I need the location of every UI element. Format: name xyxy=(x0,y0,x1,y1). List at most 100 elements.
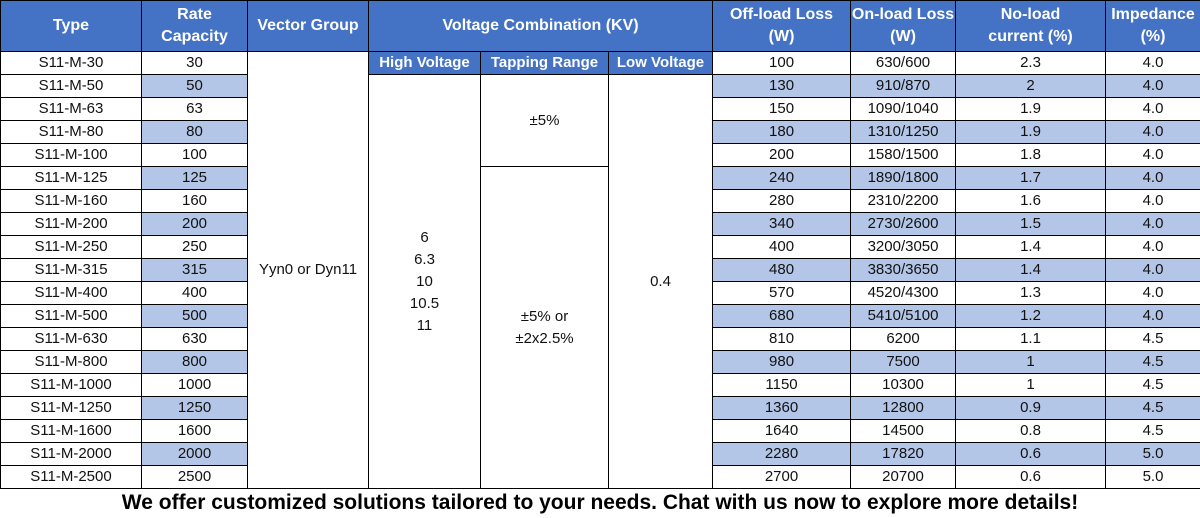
cell-on-load-loss: 5410/5100 xyxy=(850,304,957,328)
table-row: S11-M-1250 1250 1360 12800 0.9 4.5 xyxy=(0,396,1200,420)
cell-no-load-current: 0.6 xyxy=(955,465,1107,489)
cell-type: S11-M-63 xyxy=(0,97,142,121)
header-on-load-loss: On-load Loss (W) xyxy=(850,0,957,52)
cell-off-load-loss: 240 xyxy=(712,166,852,190)
table-row: S11-M-100 100 200 1580/1500 1.8 4.0 xyxy=(0,143,1200,167)
cell-impedance: 4.0 xyxy=(1105,212,1200,236)
cell-capacity: 1600 xyxy=(141,419,248,443)
table-body: S11-M-30 30 Yyn0 or Dyn11 High Voltage Tappi… xyxy=(0,51,1200,489)
cell-type: S11-M-2000 xyxy=(0,442,142,466)
cell-type: S11-M-80 xyxy=(0,120,142,144)
cell-capacity: 80 xyxy=(141,120,248,144)
header-low-voltage: Low Voltage xyxy=(607,51,714,75)
cell-off-load-loss: 130 xyxy=(712,74,852,98)
header-off-load-loss-line2: (W) xyxy=(768,28,795,45)
cell-on-load-loss: 1890/1800 xyxy=(850,166,957,190)
cell-off-load-loss: 810 xyxy=(712,327,852,351)
cell-impedance: 4.0 xyxy=(1105,74,1200,98)
cell-on-load-loss: 4520/4300 xyxy=(850,281,957,305)
cell-impedance: 4.0 xyxy=(1105,304,1200,328)
cell-tapping-range-small: ±5% xyxy=(480,74,609,167)
cell-no-load-current: 1.7 xyxy=(955,166,1107,190)
high-voltage-value: 10 xyxy=(416,272,433,290)
header-tapping-range: Tapping Range xyxy=(480,51,609,75)
cell-capacity: 500 xyxy=(141,304,248,328)
cell-capacity: 1250 xyxy=(141,396,248,420)
cell-off-load-loss: 100 xyxy=(712,51,852,75)
tapping-range-value: ±5% or xyxy=(520,307,569,325)
cell-type: S11-M-100 xyxy=(0,143,142,167)
cell-capacity: 2000 xyxy=(141,442,248,466)
cell-off-load-loss: 980 xyxy=(712,350,852,374)
cell-type: S11-M-500 xyxy=(0,304,142,328)
cell-capacity: 160 xyxy=(141,189,248,213)
header-on-load-loss-line2: (W) xyxy=(890,28,916,45)
cell-capacity: 200 xyxy=(141,212,248,236)
table-row: S11-M-125 125 ±5% or ±2x2.5% 240 1890/1800 1.7… xyxy=(0,166,1200,489)
table-row: S11-M-500 500 680 5410/5100 1.2 4.0 xyxy=(0,304,1200,328)
cell-type: S11-M-1000 xyxy=(0,373,142,397)
header-no-load-current: No-load current (%) xyxy=(955,0,1107,52)
cell-capacity: 2500 xyxy=(141,465,248,489)
cell-capacity: 630 xyxy=(141,327,248,351)
cell-impedance: 4.0 xyxy=(1105,97,1200,121)
cell-vector-group: Yyn0 or Dyn11 xyxy=(247,51,369,489)
cell-impedance: 4.0 xyxy=(1105,120,1200,144)
table-row: S11-M-800 800 980 7500 1 4.5 xyxy=(0,350,1200,374)
cell-impedance: 4.0 xyxy=(1105,143,1200,167)
header-off-load-loss: Off-load Loss (W) xyxy=(712,0,852,52)
table-row: S11-M-1000 1000 1150 10300 1 4.5 xyxy=(0,373,1200,397)
cell-capacity: 400 xyxy=(141,281,248,305)
high-voltage-value: 11 xyxy=(416,316,433,334)
cell-type: S11-M-200 xyxy=(0,212,142,236)
cell-no-load-current: 1.9 xyxy=(955,97,1107,121)
header-impedance-line1: Impedance xyxy=(1111,6,1195,23)
cell-no-load-current: 1.4 xyxy=(955,235,1107,259)
header-impedance: Impedance (%) xyxy=(1105,0,1200,52)
cell-no-load-current: 1.5 xyxy=(955,212,1107,236)
cell-off-load-loss: 200 xyxy=(712,143,852,167)
cell-type: S11-M-2500 xyxy=(0,465,142,489)
header-high-voltage: High Voltage xyxy=(368,51,481,75)
cell-off-load-loss: 180 xyxy=(712,120,852,144)
cell-impedance: 5.0 xyxy=(1105,465,1200,489)
cell-impedance: 4.0 xyxy=(1105,166,1200,190)
cell-on-load-loss: 12800 xyxy=(850,396,957,420)
cell-no-load-current: 0.9 xyxy=(955,396,1107,420)
cell-on-load-loss: 7500 xyxy=(850,350,957,374)
header-off-load-loss-line1: Off-load Loss xyxy=(729,6,834,23)
cell-type: S11-M-800 xyxy=(0,350,142,374)
cell-capacity: 100 xyxy=(141,143,248,167)
cell-no-load-current: 1 xyxy=(955,373,1107,397)
cell-no-load-current: 2.3 xyxy=(955,51,1107,75)
table-row: S11-M-80 80 180 1310/1250 1.9 4.0 xyxy=(0,120,1200,144)
cell-tapping-range-large: ±5% or ±2x2.5% xyxy=(480,166,609,489)
cell-off-load-loss: 2700 xyxy=(712,465,852,489)
cell-capacity: 30 xyxy=(141,51,248,75)
cell-on-load-loss: 14500 xyxy=(850,419,957,443)
header-vector-group: Vector Group xyxy=(247,0,369,52)
cell-no-load-current: 1.4 xyxy=(955,258,1107,282)
cell-no-load-current: 0.6 xyxy=(955,442,1107,466)
spec-table: Type Rate Capacity Vector Group Voltage … xyxy=(0,0,1200,489)
header-voltage-combination: Voltage Combination (KV) xyxy=(367,0,714,52)
high-voltage-value: 10.5 xyxy=(409,294,440,312)
header-row: Type Rate Capacity Vector Group Voltage … xyxy=(0,0,1200,52)
cell-type: S11-M-30 xyxy=(0,51,142,75)
cell-no-load-current: 1.3 xyxy=(955,281,1107,305)
cell-impedance: 4.5 xyxy=(1105,327,1200,351)
cell-no-load-current: 1.8 xyxy=(955,143,1107,167)
cell-off-load-loss: 680 xyxy=(712,304,852,328)
cell-low-voltage: 0.4 xyxy=(607,74,714,489)
cell-off-load-loss: 150 xyxy=(712,97,852,121)
cell-on-load-loss: 20700 xyxy=(850,465,957,489)
table-row: S11-M-50 50 6 6.3 10 10.5 11 ±5% 0.4 130 910/870 2 4… xyxy=(0,74,1200,489)
cell-on-load-loss: 910/870 xyxy=(850,74,957,98)
cell-on-load-loss: 1090/1040 xyxy=(850,97,957,121)
tapping-range-value: ±2x2.5% xyxy=(515,329,574,347)
cell-type: S11-M-250 xyxy=(0,235,142,259)
cell-on-load-loss: 1310/1250 xyxy=(850,120,957,144)
cell-off-load-loss: 280 xyxy=(712,189,852,213)
cell-type: S11-M-125 xyxy=(0,166,142,190)
header-rate-capacity: Rate Capacity xyxy=(141,0,248,52)
